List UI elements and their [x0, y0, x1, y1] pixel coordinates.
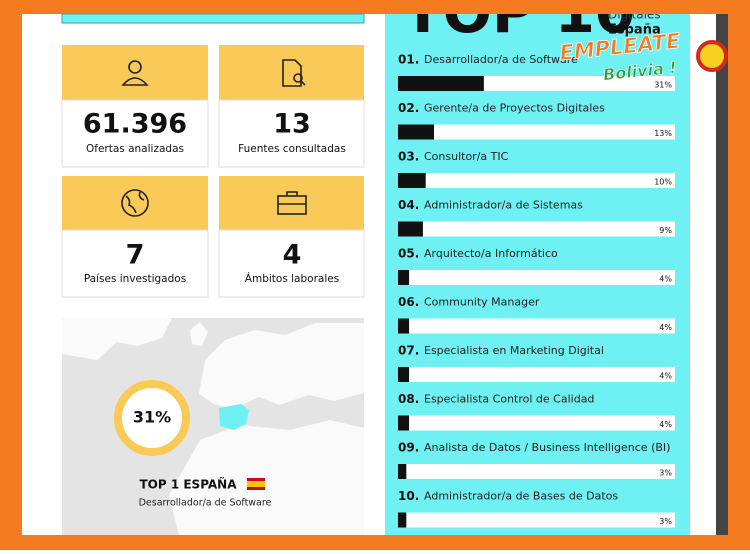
- rank: 01.: [398, 53, 419, 67]
- value-label: 3%: [659, 517, 672, 526]
- stat-value: 4: [283, 240, 302, 271]
- value-label: 4%: [659, 323, 672, 332]
- rank: 08.: [398, 392, 419, 406]
- spain: [219, 404, 249, 430]
- bar: [398, 173, 426, 188]
- title: TOP 10: [403, 0, 635, 46]
- map-subtitle: Desarrollador/a de Software: [139, 498, 272, 509]
- value-label: 4%: [659, 420, 672, 429]
- top10-list: 01. Desarrollador/a de Software 31% 02. Gere…: [398, 53, 675, 528]
- value-label: 31%: [654, 81, 672, 90]
- bar-track: [398, 512, 675, 528]
- rank: 09.: [398, 441, 419, 455]
- edge-strip: [716, 14, 728, 535]
- rank: 10.: [398, 489, 419, 503]
- rank: 02.: [398, 101, 419, 115]
- bar-track: [398, 367, 675, 382]
- card-bottom: [218, 229, 365, 298]
- bar: [398, 221, 423, 237]
- stat-value: 61.396: [83, 109, 187, 140]
- stat-value: 7: [126, 240, 145, 271]
- stat-label: Países investigados: [84, 273, 186, 285]
- value-label: 10%: [654, 178, 672, 187]
- item-label: Administrador/a de Bases de Datos: [424, 490, 618, 503]
- item-label: Especialista en Marketing Digital: [424, 344, 604, 357]
- bar: [398, 124, 435, 140]
- bar-track: [398, 173, 675, 188]
- rank: 05.: [398, 247, 419, 261]
- value-label: 9%: [659, 226, 672, 235]
- donut-label: 31%: [133, 408, 171, 427]
- card-top: [219, 45, 364, 100]
- bar-track: [398, 318, 675, 334]
- card-bottom: [61, 99, 209, 168]
- bar-track: [398, 464, 675, 479]
- bar-track: [398, 221, 675, 237]
- top-strip: [61, 13, 365, 24]
- value-label: 4%: [659, 372, 672, 381]
- icons: [121, 59, 307, 217]
- card-top: [219, 176, 364, 230]
- rank: 04.: [398, 198, 419, 212]
- bar: [398, 512, 407, 528]
- bar: [398, 270, 410, 285]
- bar: [398, 318, 410, 334]
- map: 31% TOP 1 ESPAÑA Desarrollador/a de Soft…: [62, 318, 364, 535]
- value-label: 4%: [659, 275, 672, 284]
- item-label: Arquitecto/a Informático: [424, 247, 558, 260]
- land: [62, 318, 364, 535]
- card-bottom: [218, 99, 365, 168]
- card-top: [62, 176, 208, 230]
- subtitle: España: [608, 23, 661, 38]
- stat-value: 13: [273, 109, 311, 140]
- item-label: Community Manager: [424, 296, 540, 309]
- item-label: Gerente/a de Proyectos Digitales: [424, 102, 605, 115]
- item-label: Analista de Datos / Business Intelligenc…: [424, 441, 670, 454]
- map-title: TOP 1 ESPAÑA: [139, 477, 237, 492]
- flag: [247, 481, 265, 487]
- stat-label: Ámbitos laborales: [245, 272, 339, 285]
- logo-flag: [696, 40, 728, 72]
- rank: 07.: [398, 344, 419, 358]
- rank: 06.: [398, 295, 419, 309]
- value-label: 3%: [659, 469, 672, 478]
- item-label: Administrador/a de Sistemas: [424, 199, 583, 212]
- stat-label: Fuentes consultadas: [238, 143, 346, 155]
- subtitle: Digitales: [608, 8, 661, 22]
- value-label: 13%: [654, 129, 672, 138]
- rank: 03.: [398, 150, 419, 164]
- stat-label: Ofertas analizadas: [86, 143, 184, 155]
- bar: [398, 367, 410, 382]
- donut: [114, 380, 190, 456]
- item-label: Desarrollador/a de Software: [424, 53, 578, 66]
- bar: [398, 76, 484, 91]
- item-label: Especialista Control de Calidad: [424, 393, 594, 406]
- item-label: Consultor/a TIC: [424, 150, 509, 163]
- bar: [398, 464, 407, 479]
- bar-track: [398, 415, 675, 431]
- bar-track: [398, 270, 675, 285]
- stat-cards: 61.396 Ofertas analizadas 13 Fuentes con…: [61, 45, 365, 298]
- bar: [398, 415, 410, 431]
- bar-track: [398, 124, 675, 140]
- card-bottom: [61, 229, 209, 298]
